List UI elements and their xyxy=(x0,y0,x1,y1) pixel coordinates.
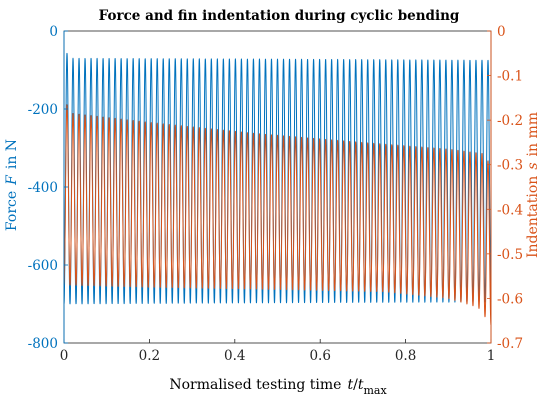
x-tick-label: 0.2 xyxy=(139,348,160,364)
x-label-prefix: Normalised testing time xyxy=(169,377,341,393)
x-tick-label: 0.6 xyxy=(309,348,330,364)
axis-layer: 0 0.2 0.4 0.6 0.8 10-200-400-600-8000-0.1-0.2… xyxy=(28,24,523,364)
x-tick-label: 1 xyxy=(487,348,496,364)
x-tick-label: 0 xyxy=(60,348,69,364)
y-right-tick-label: -0.2 xyxy=(497,113,523,129)
yl-label-suffix: in N xyxy=(4,139,20,169)
x-tick-label: 0.4 xyxy=(224,348,245,364)
y-left-tick-label: -200 xyxy=(28,102,58,118)
y-left-tick-label: -400 xyxy=(28,180,58,196)
yl-label-var: F xyxy=(4,174,20,186)
yl-label-prefix: Force xyxy=(4,191,20,231)
y-left-tick-label: 0 xyxy=(49,24,58,40)
yr-label-var: s xyxy=(525,162,541,169)
y-right-tick-label: -0.7 xyxy=(497,336,523,352)
x-label-slash: / xyxy=(353,377,358,393)
x-tick-label: 0.8 xyxy=(395,348,416,364)
y-right-tick-label: -0.4 xyxy=(497,202,523,218)
series-line-2 xyxy=(63,104,492,326)
y-right-tick-label: -0.3 xyxy=(497,158,523,174)
x-label-denom: t xyxy=(358,377,364,393)
y-left-tick-label: -600 xyxy=(28,258,58,274)
y-right-tick-label: -0.1 xyxy=(497,69,523,85)
x-label-denom-sub: max xyxy=(363,384,387,397)
yr-label-prefix: Indentation xyxy=(525,176,541,258)
y-left-tick-label: -800 xyxy=(28,336,58,352)
y-left-axis-label: Force Fin N xyxy=(4,139,20,231)
y-right-tick-label: -0.6 xyxy=(497,291,523,307)
x-label-var: t xyxy=(347,377,353,393)
y-right-tick-label: -0.5 xyxy=(497,247,523,263)
x-axis-label: Normalised testing time t/tmax xyxy=(169,377,387,397)
yr-label-suffix: in mm xyxy=(525,112,541,157)
y-right-tick-label: 0 xyxy=(497,24,506,40)
y-right-axis-label: Indentation s in mm xyxy=(525,112,541,258)
chart-title: Force and fin indentation during cyclic … xyxy=(99,8,460,24)
series-layer xyxy=(63,52,492,326)
